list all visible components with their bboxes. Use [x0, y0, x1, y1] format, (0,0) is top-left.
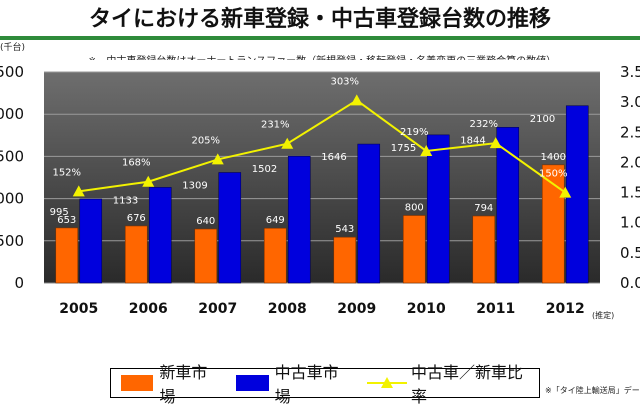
data-label-used-car: 1133 [113, 195, 138, 206]
y-left-tick-label: 000 [0, 105, 24, 123]
ratio-marker [350, 94, 363, 106]
bar-new-car [124, 225, 148, 284]
bar-used-car [79, 198, 103, 284]
ratio-label: 231% [261, 120, 290, 131]
ratio-label: 232% [469, 119, 498, 130]
ratio-label: 303% [330, 76, 359, 87]
legend-item-used-car: 中古車市場 [236, 359, 351, 407]
y-right-tick-label: 0.5 [620, 244, 640, 262]
ratio-marker [281, 137, 294, 149]
data-label-new-car: 800 [405, 202, 424, 213]
y-right-tick-label: 3.5 [620, 63, 640, 81]
data-label-used-car: 1646 [321, 152, 346, 163]
y-axis-unit: (千台) [0, 43, 26, 53]
bar-used-car [148, 187, 172, 284]
bar-new-car [402, 215, 426, 284]
y-left-tick-label: 0 [14, 274, 24, 292]
x-tick-label: 2008 [268, 301, 307, 317]
bar-used-car [287, 155, 311, 284]
data-label-new-car: 676 [127, 213, 146, 224]
y-right-tick-label: 2.0 [620, 153, 640, 171]
ratio-marker [420, 144, 433, 156]
ratio-marker [72, 185, 85, 197]
x-tick-label: 2009 [337, 301, 376, 317]
ratio-line [78, 99, 566, 194]
bar-new-car [194, 228, 218, 284]
bar-new-car [263, 227, 287, 284]
x-tick-label: 2012 [546, 301, 585, 317]
ratio-label: 205% [191, 135, 220, 146]
x-tick-label: 2006 [129, 301, 168, 317]
data-label-used-car: 1502 [252, 164, 277, 175]
bar-new-car [333, 236, 357, 284]
ratio-marker [211, 153, 224, 165]
ratio-marker [559, 186, 572, 198]
y-left-tick-label: 500 [0, 63, 24, 81]
bar-used-car [496, 127, 520, 284]
chart-title: タイにおける新車登録・中古車登録台数の推移 [88, 7, 551, 32]
y-left-tick-label: 500 [0, 232, 24, 250]
ratio-marker [489, 137, 502, 149]
data-label-new-car: 649 [266, 215, 285, 226]
estimate-label: (推定) [592, 311, 615, 320]
y-left-tick-label: 000 [0, 190, 24, 208]
data-label-new-car: 640 [196, 216, 215, 227]
bar-used-car [357, 143, 381, 284]
y-right-tick-label: 3.0 [620, 93, 640, 111]
bar-used-car [426, 134, 450, 284]
data-label-used-car: 995 [50, 207, 69, 218]
ratio-label: 152% [52, 167, 81, 178]
data-label-new-car: 543 [335, 224, 354, 235]
x-tick-label: 2005 [59, 301, 98, 317]
data-label-new-car: 1400 [541, 152, 566, 163]
bar-new-car [472, 215, 496, 284]
bar-used-car [218, 172, 242, 284]
x-tick-label: 2011 [476, 301, 515, 317]
legend-swatch-new-car [121, 375, 154, 391]
y-right-tick-label: 1.5 [620, 184, 640, 202]
data-label-used-car: 1755 [391, 143, 416, 154]
data-label-used-car: 2100 [530, 114, 555, 125]
bar-new-car [55, 227, 79, 284]
x-tick-label: 2007 [198, 301, 237, 317]
data-label-new-car: 794 [474, 203, 493, 214]
source-note: ※「タイ陸上輸送局」データ [545, 386, 640, 395]
ratio-label: 150% [539, 169, 568, 180]
bar-new-car [541, 164, 565, 284]
title-divider [0, 36, 640, 40]
ratio-label: 219% [400, 127, 429, 138]
data-label-new-car: 653 [57, 215, 76, 226]
y-right-tick-label: 2.5 [620, 123, 640, 141]
y-right-tick-label: 1.0 [620, 214, 640, 232]
legend-swatch-used-car [236, 375, 269, 391]
data-label-used-car: 1844 [460, 135, 485, 146]
legend-swatch-ratio [366, 375, 408, 391]
x-tick-label: 2010 [407, 301, 446, 317]
y-left-tick-label: 500 [0, 147, 24, 165]
bar-used-car [565, 105, 589, 284]
ratio-label: 168% [122, 158, 151, 169]
chart-legend: 新車市場 中古車市場 中古車／新車比率 [110, 363, 540, 406]
data-label-used-car: 1309 [182, 181, 207, 192]
y-right-tick-label: 0.0 [620, 274, 640, 292]
ratio-marker [142, 175, 155, 187]
